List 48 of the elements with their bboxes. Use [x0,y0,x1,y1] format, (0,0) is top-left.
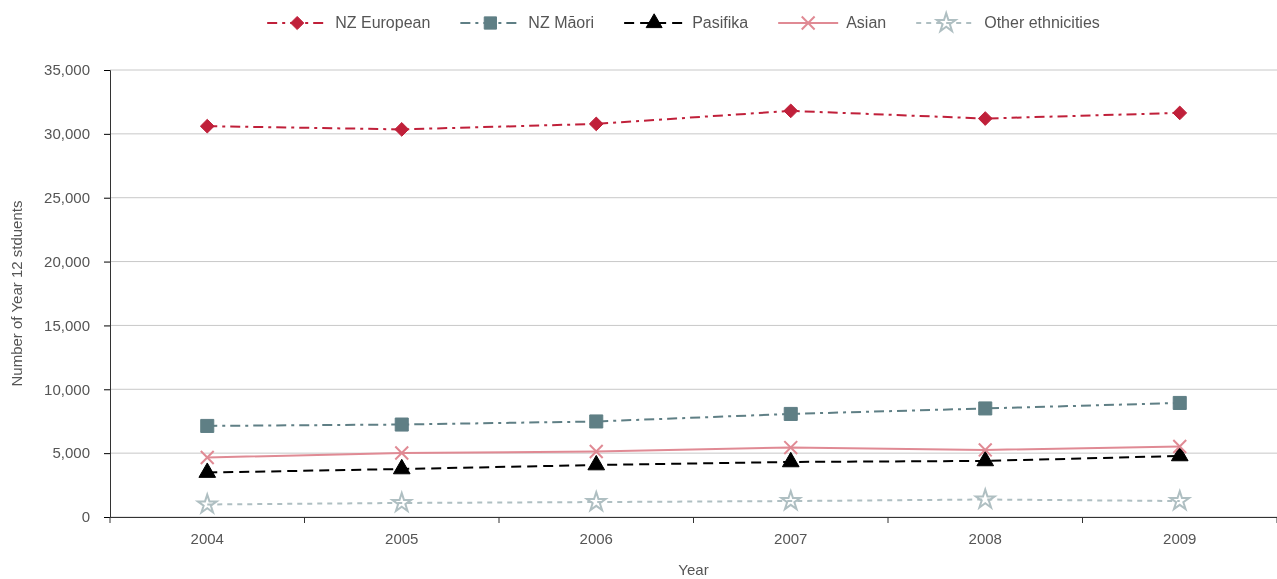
y-tick-label: 20,000 [44,252,90,270]
point [783,103,799,119]
x-tick-label: 2009 [1163,529,1197,547]
point [589,414,604,429]
point [394,417,409,432]
point [587,454,606,471]
point [977,442,993,458]
point [1172,395,1187,410]
x-axis-title: Year [678,561,709,578]
y-tick-label: 0 [81,508,90,526]
legend-label: NZ European [335,14,431,31]
y-tick-label: 5,000 [52,444,90,462]
y-tick-label: 30,000 [44,125,90,143]
point [976,450,995,467]
y-tick-label: 15,000 [44,316,90,334]
point [783,440,799,455]
point [199,118,215,134]
point [200,418,215,433]
x-tick-label: 2006 [579,529,613,547]
point [198,462,217,478]
point [977,111,993,126]
x-tick-label: 2004 [190,529,224,547]
point [1172,439,1188,454]
point [781,451,800,468]
point [780,490,802,511]
point [199,450,215,465]
point [588,444,604,459]
legend-label: Pasifika [692,14,749,31]
point [783,406,798,421]
y-tick-label: 10,000 [44,380,90,398]
point [392,458,411,475]
x-tick-label: 2007 [774,529,808,547]
point [1169,490,1191,511]
point [588,116,604,132]
legend-label: NZ Māori [528,14,595,31]
point [585,491,607,512]
point [1172,105,1188,121]
point [394,122,410,137]
point [978,401,993,416]
y-tick-label: 25,000 [44,189,90,207]
point [391,492,413,512]
legend-label: Asian [846,14,887,31]
y-axis-title: Number of Year 12 stduents [8,200,25,387]
x-tick-label: 2005 [385,529,419,547]
point [394,445,410,461]
legend-label: Other ethnicities [984,14,1100,31]
y-tick-label: 35,000 [44,61,90,79]
x-tick-label: 2008 [968,529,1002,547]
